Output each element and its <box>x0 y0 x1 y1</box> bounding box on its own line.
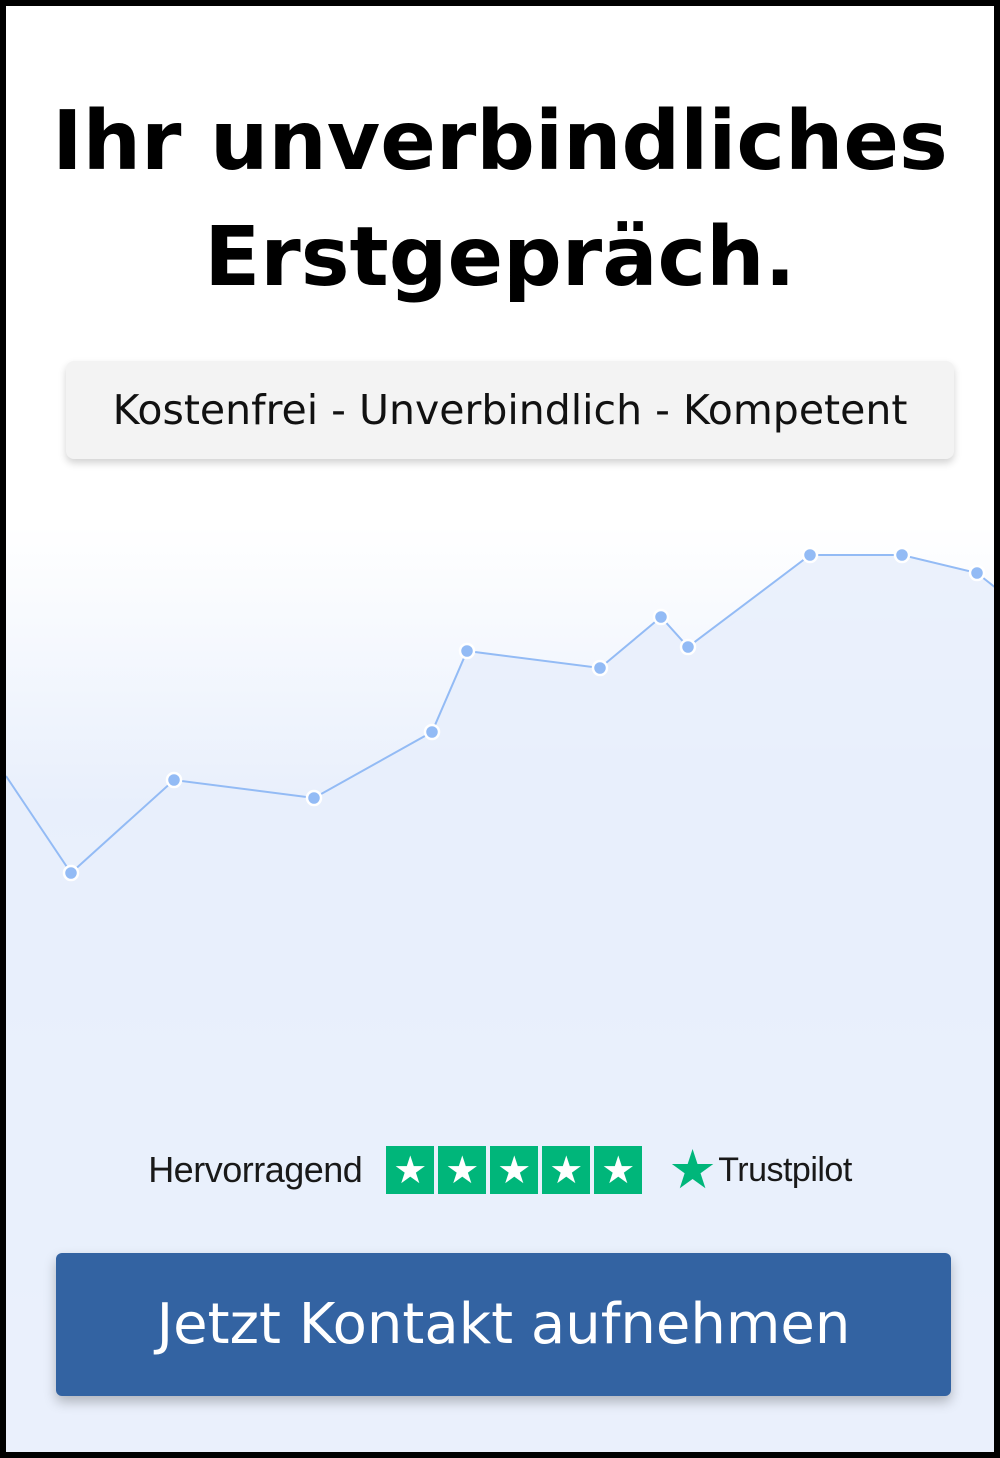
chart-point <box>893 546 911 564</box>
rating-label: Hervorragend <box>148 1149 363 1190</box>
contact-button[interactable]: Jetzt Kontakt aufnehmen <box>56 1253 951 1396</box>
chart-point <box>591 659 609 677</box>
trustpilot-rating[interactable]: Hervorragend ★ ★ ★ ★ ★ ★ Trustpilot <box>6 1143 994 1197</box>
chart-point <box>305 789 323 807</box>
chart-point <box>165 771 183 789</box>
star-icon: ★ <box>438 1146 487 1194</box>
chart-area <box>6 555 994 1452</box>
trustpilot-brand: Trustpilot <box>718 1150 852 1189</box>
headline: Ihr unverbindliches Erstgepräch. <box>6 84 994 316</box>
star-icon: ★ <box>594 1146 643 1194</box>
rating-stars: ★ ★ ★ ★ ★ <box>386 1146 643 1194</box>
chart-point <box>458 642 476 660</box>
star-icon: ★ <box>542 1146 591 1194</box>
trustpilot-logo: ★ Trustpilot <box>668 1140 852 1200</box>
chart-point <box>679 638 697 656</box>
trustpilot-star-icon: ★ <box>668 1140 717 1200</box>
tagline-text: Kostenfrei - Unverbindlich - Kompetent <box>112 386 908 434</box>
chart-point <box>423 723 441 741</box>
headline-line-2: Erstgepräch. <box>204 210 796 305</box>
chart-point <box>968 564 986 582</box>
star-icon: ★ <box>490 1146 539 1194</box>
chart-point <box>801 546 819 564</box>
decorative-trend-chart <box>6 546 994 1452</box>
headline-line-1: Ihr unverbindliches <box>52 94 948 189</box>
tagline-badge: Kostenfrei - Unverbindlich - Kompetent <box>66 361 954 459</box>
chart-point <box>62 864 80 882</box>
chart-point <box>652 608 670 626</box>
star-icon: ★ <box>386 1146 435 1194</box>
